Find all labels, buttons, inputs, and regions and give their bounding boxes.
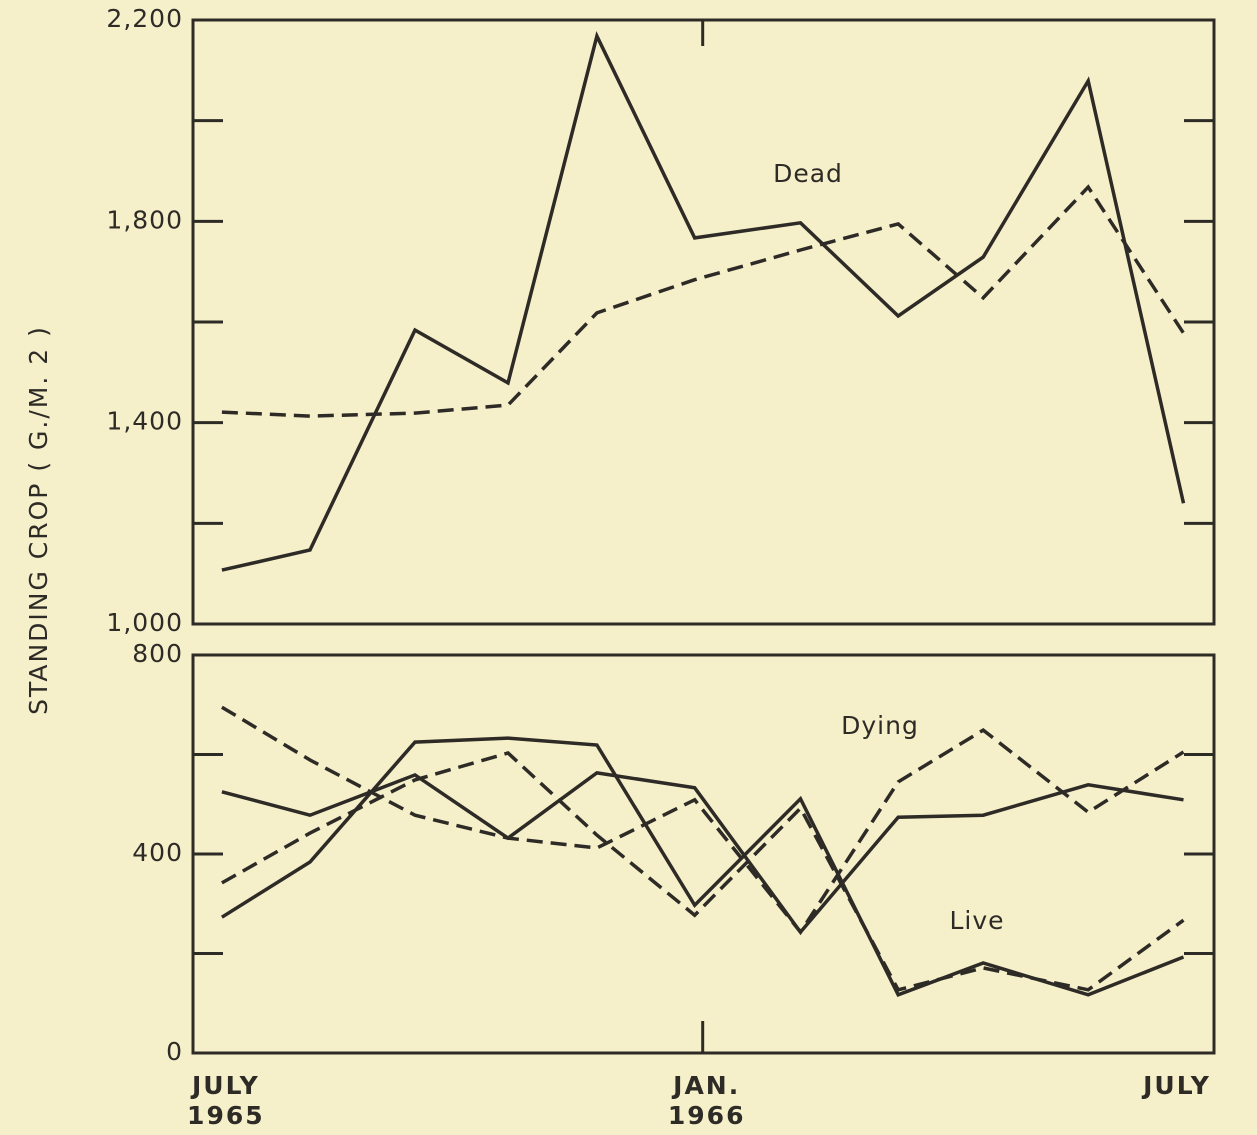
x-tick-label: JULY 1965 — [187, 1071, 265, 1130]
data-line — [221, 31, 1186, 572]
annotation: Live — [949, 906, 1004, 935]
plot-frame — [191, 18, 1216, 626]
y-tick-label: 0 — [166, 1037, 183, 1066]
data-line — [221, 751, 1185, 992]
y-tick-label: 1,800 — [106, 205, 183, 234]
y-axis-label: STANDING CROP ( G./M. 2 ) — [24, 325, 53, 715]
data-line — [220, 736, 1185, 997]
y-tick-label: 400 — [132, 838, 183, 867]
data-line — [221, 184, 1185, 418]
y-tick-label: 800 — [132, 639, 183, 668]
data-line — [221, 771, 1184, 935]
annotation: Dead — [773, 159, 843, 188]
y-tick-label: 1,000 — [106, 608, 183, 637]
y-tick-label: 1,400 — [106, 407, 183, 436]
x-tick-label: JAN. 1966 — [667, 1071, 746, 1130]
y-tick-label: 2,200 — [106, 4, 183, 33]
annotation: Dying — [841, 711, 919, 740]
plot-frame — [191, 653, 1216, 1055]
x-tick-label: JULY — [1143, 1071, 1211, 1100]
